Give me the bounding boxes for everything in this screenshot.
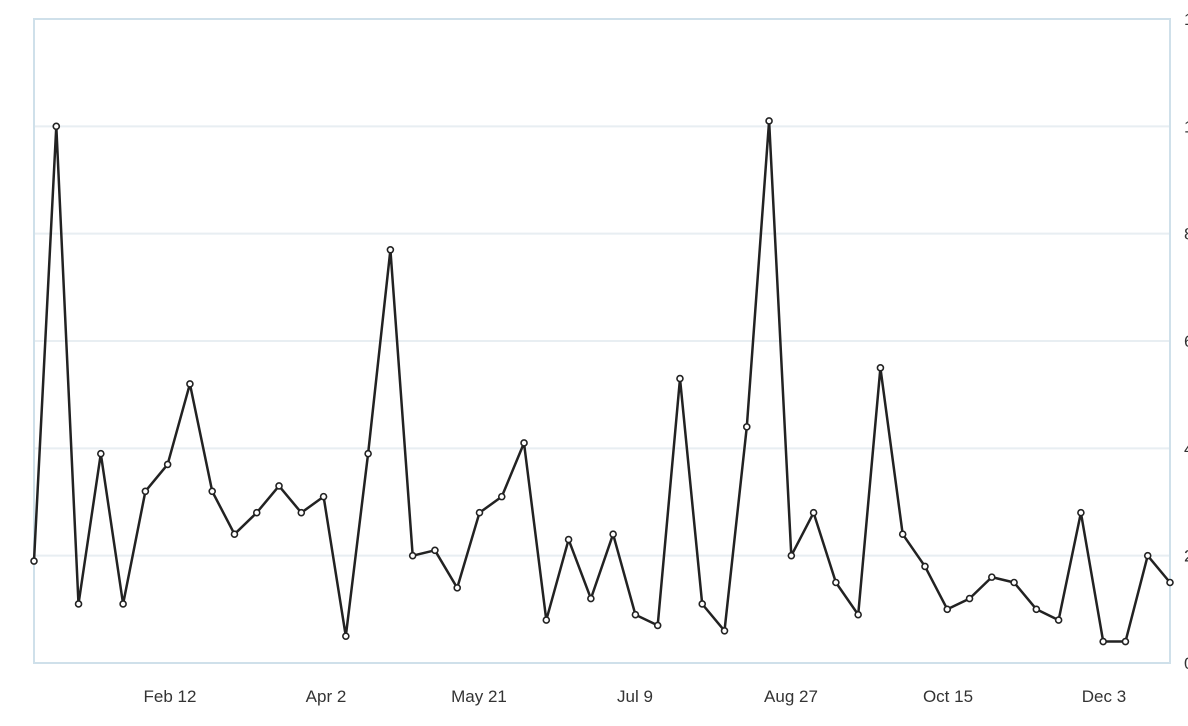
y-axis-ticks: 0 2 4 6 8 10 12	[1184, 10, 1188, 673]
y-tick-label: 2	[1184, 547, 1188, 566]
data-point	[187, 381, 193, 387]
data-point	[120, 601, 126, 607]
data-point	[1122, 639, 1128, 645]
data-point	[1167, 580, 1173, 586]
data-point	[298, 510, 304, 516]
data-point	[31, 558, 37, 564]
data-point	[922, 563, 928, 569]
data-point	[900, 531, 906, 537]
y-tick-label: 12	[1184, 10, 1188, 29]
data-point	[588, 596, 594, 602]
x-tick-label: Oct 15	[923, 687, 973, 706]
y-tick-label: 10	[1184, 117, 1188, 136]
data-point	[833, 580, 839, 586]
data-point	[632, 612, 638, 618]
data-point	[165, 461, 171, 467]
data-point	[53, 123, 59, 129]
x-tick-label: Jul 9	[617, 687, 653, 706]
data-point	[410, 553, 416, 559]
data-point	[499, 494, 505, 500]
data-point	[432, 547, 438, 553]
data-point	[677, 376, 683, 382]
data-point	[566, 537, 572, 543]
series-group	[31, 118, 1173, 645]
data-point	[142, 488, 148, 494]
data-point	[365, 451, 371, 457]
data-point	[989, 574, 995, 580]
y-tick-label: 6	[1184, 332, 1188, 351]
data-point	[387, 247, 393, 253]
data-point	[877, 365, 883, 371]
data-point	[76, 601, 82, 607]
data-point	[254, 510, 260, 516]
data-point	[476, 510, 482, 516]
x-axis-ticks: Feb 12 Apr 2 May 21 Jul 9 Aug 27 Oct 15 Dec 3	[144, 687, 1127, 706]
data-point	[1100, 639, 1106, 645]
data-point	[855, 612, 861, 618]
x-tick-label: Feb 12	[144, 687, 197, 706]
data-point	[1033, 606, 1039, 612]
data-point	[944, 606, 950, 612]
data-point	[811, 510, 817, 516]
y-tick-label: 8	[1184, 225, 1188, 244]
data-point	[967, 596, 973, 602]
y-tick-label: 0	[1184, 654, 1188, 673]
data-point	[699, 601, 705, 607]
data-point	[276, 483, 282, 489]
data-point	[788, 553, 794, 559]
data-point	[231, 531, 237, 537]
data-point	[454, 585, 460, 591]
data-point	[98, 451, 104, 457]
x-tick-label: Apr 2	[306, 687, 347, 706]
data-point	[1056, 617, 1062, 623]
y-tick-label: 4	[1184, 439, 1188, 458]
data-point	[744, 424, 750, 430]
x-tick-label: Dec 3	[1082, 687, 1126, 706]
x-tick-label: Aug 27	[764, 687, 818, 706]
data-point	[321, 494, 327, 500]
grid-lines	[34, 126, 1170, 555]
data-point	[543, 617, 549, 623]
data-point	[610, 531, 616, 537]
data-point	[1145, 553, 1151, 559]
data-point	[722, 628, 728, 634]
data-point	[1078, 510, 1084, 516]
series-line	[34, 121, 1170, 642]
data-point	[209, 488, 215, 494]
data-point	[655, 622, 661, 628]
data-point	[521, 440, 527, 446]
data-point	[1011, 580, 1017, 586]
data-point	[343, 633, 349, 639]
x-tick-label: May 21	[451, 687, 507, 706]
data-point	[766, 118, 772, 124]
